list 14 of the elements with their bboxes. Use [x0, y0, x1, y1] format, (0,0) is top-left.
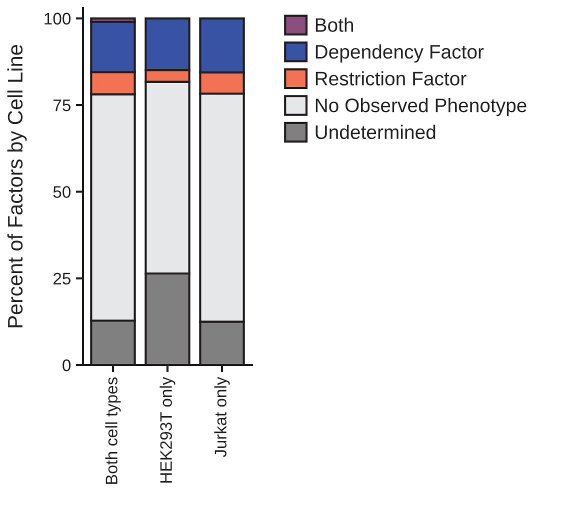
y-tick-label: 75 — [54, 100, 70, 112]
legend-label: Undetermined — [316, 124, 436, 140]
x-tick-label: HEK293T only — [160, 376, 176, 483]
y-tick-label: 100 — [44, 12, 71, 25]
legend-label: Dependency Factor — [316, 44, 484, 63]
y-tick-label: 0 — [62, 359, 71, 372]
legend-label: No Observed Phenotype — [316, 98, 526, 116]
y-axis-title: Percent of Factors by Cell Line — [7, 44, 27, 328]
legend-label: Restriction Factor — [316, 71, 466, 86]
x-tick-label: Both cell types — [105, 377, 121, 484]
y-tick-label: 25 — [53, 272, 70, 285]
legend-label: Both — [316, 18, 354, 32]
x-tick-label: Jurkat only — [214, 376, 230, 458]
y-tick-label: 50 — [53, 186, 71, 198]
